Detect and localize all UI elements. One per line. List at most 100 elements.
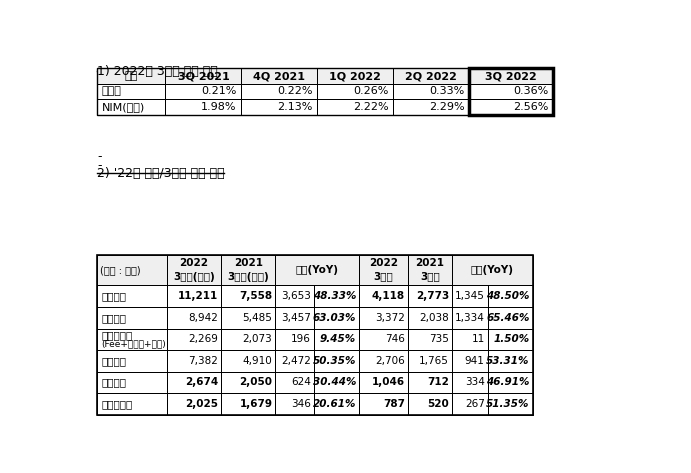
Text: 1,046: 1,046 [372,377,405,387]
FancyBboxPatch shape [97,254,167,285]
Text: 941: 941 [465,356,484,366]
FancyBboxPatch shape [469,84,553,99]
Text: 196: 196 [291,334,311,344]
FancyBboxPatch shape [97,285,167,307]
FancyBboxPatch shape [97,393,167,415]
FancyBboxPatch shape [221,393,276,415]
FancyBboxPatch shape [452,285,488,307]
Text: (단위 : 억원): (단위 : 억원) [100,265,141,275]
Text: 1,679: 1,679 [239,399,272,409]
FancyBboxPatch shape [452,254,533,285]
FancyBboxPatch shape [276,329,314,350]
Text: 2.22%: 2.22% [353,102,388,112]
FancyBboxPatch shape [408,350,452,372]
Text: 3,457: 3,457 [281,313,311,323]
Text: 비이자수익: 비이자수익 [101,330,133,340]
FancyBboxPatch shape [359,254,408,285]
FancyBboxPatch shape [276,372,314,393]
Text: 53.31%: 53.31% [486,356,530,366]
Text: 50.35%: 50.35% [313,356,356,366]
Text: 2,674: 2,674 [185,377,218,387]
Text: 65.46%: 65.46% [486,313,530,323]
Text: 0.22%: 0.22% [277,87,312,96]
FancyBboxPatch shape [452,393,488,415]
Text: 520: 520 [427,399,449,409]
FancyBboxPatch shape [393,99,469,114]
Text: 11: 11 [471,334,484,344]
FancyBboxPatch shape [241,99,317,114]
Text: 30.44%: 30.44% [313,377,356,387]
FancyBboxPatch shape [276,285,314,307]
Text: 구분: 구분 [124,71,138,81]
Text: 2,472: 2,472 [281,356,311,366]
FancyBboxPatch shape [317,84,393,99]
Text: 20.61%: 20.61% [313,399,356,409]
FancyBboxPatch shape [359,372,408,393]
Text: 51.35%: 51.35% [486,399,530,409]
FancyBboxPatch shape [97,350,167,372]
FancyBboxPatch shape [488,329,533,350]
Text: 1,765: 1,765 [419,356,449,366]
Text: 2022
3분기: 2022 3분기 [369,258,398,281]
Text: 2021
3분기: 2021 3분기 [415,258,444,281]
FancyBboxPatch shape [314,285,359,307]
FancyBboxPatch shape [452,329,488,350]
Text: NIM(분기): NIM(분기) [102,102,145,112]
FancyBboxPatch shape [276,307,314,329]
FancyBboxPatch shape [452,350,488,372]
Text: 0.21%: 0.21% [201,87,237,96]
FancyBboxPatch shape [165,68,241,84]
FancyBboxPatch shape [167,350,221,372]
Text: 증감(YoY): 증감(YoY) [296,265,339,275]
FancyBboxPatch shape [276,254,359,285]
Text: 1,334: 1,334 [455,313,484,323]
FancyBboxPatch shape [317,68,393,84]
Text: 1Q 2022: 1Q 2022 [330,71,381,81]
FancyBboxPatch shape [488,393,533,415]
Text: 9.45%: 9.45% [320,334,356,344]
FancyBboxPatch shape [317,99,393,114]
Text: 2) '22년 누적/3분기 주요 손익: 2) '22년 누적/3분기 주요 손익 [97,167,225,180]
Text: 2.56%: 2.56% [513,102,548,112]
Text: 787: 787 [383,399,405,409]
Text: 영업비용: 영업비용 [101,356,126,366]
Text: 1,345: 1,345 [455,291,484,301]
Text: 3,653: 3,653 [281,291,311,301]
Text: 이자수익: 이자수익 [101,313,126,323]
Text: 2.13%: 2.13% [277,102,312,112]
FancyBboxPatch shape [221,285,276,307]
Text: 3,372: 3,372 [375,313,405,323]
FancyBboxPatch shape [408,254,452,285]
Text: 11,211: 11,211 [178,291,218,301]
FancyBboxPatch shape [241,84,317,99]
Text: 8,942: 8,942 [188,313,218,323]
FancyBboxPatch shape [167,254,221,285]
FancyBboxPatch shape [97,68,165,84]
FancyBboxPatch shape [452,372,488,393]
Text: 3Q 2021: 3Q 2021 [178,71,229,81]
Text: 0.36%: 0.36% [513,87,548,96]
FancyBboxPatch shape [167,307,221,329]
FancyBboxPatch shape [408,372,452,393]
FancyBboxPatch shape [167,393,221,415]
FancyBboxPatch shape [359,307,408,329]
Text: 2Q 2022: 2Q 2022 [406,71,457,81]
Text: 증감(YoY): 증감(YoY) [471,265,514,275]
Text: 5,485: 5,485 [243,313,272,323]
FancyBboxPatch shape [221,350,276,372]
Text: 2,038: 2,038 [419,313,449,323]
FancyBboxPatch shape [408,307,452,329]
Text: 2,050: 2,050 [239,377,272,387]
FancyBboxPatch shape [241,68,317,84]
FancyBboxPatch shape [97,307,167,329]
Text: 2,269: 2,269 [188,334,218,344]
FancyBboxPatch shape [97,99,165,114]
FancyBboxPatch shape [167,329,221,350]
Text: 46.91%: 46.91% [486,377,530,387]
FancyBboxPatch shape [393,84,469,99]
FancyBboxPatch shape [488,372,533,393]
Text: 334: 334 [465,377,484,387]
Text: 당기순이익: 당기순이익 [101,399,133,409]
Text: 영업수익: 영업수익 [101,291,126,301]
Text: 4,910: 4,910 [243,356,272,366]
